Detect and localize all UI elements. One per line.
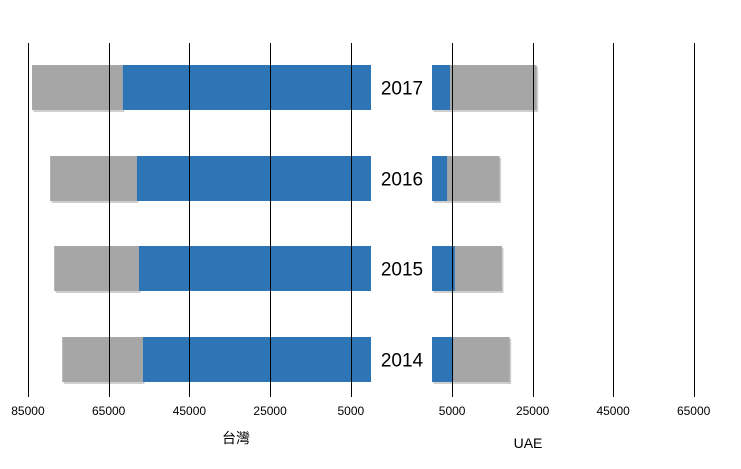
bar-taiwan-inner-2014 [142,337,371,382]
bar-taiwan-inner-2017 [122,65,371,110]
left-axis-title: 台灣 [222,430,250,446]
bar-uae-inner-2014 [432,337,454,382]
category-label-2015: 2015 [381,260,423,281]
gridlines [28,43,695,397]
bar-uae-inner-2017 [432,65,451,110]
bar-uae-outer-2015 [454,246,503,291]
bar-taiwan-outer-2016 [50,156,137,201]
category-label-2017: 2017 [381,79,423,100]
tick-label-uae-45000: 45000 [596,404,630,418]
bar-uae-inner-2016 [432,156,448,201]
tick-label-taiwan-65000: 65000 [92,404,126,418]
bar-taiwan-outer-2017 [31,65,123,110]
tick-label-taiwan-85000: 85000 [11,404,45,418]
bar-taiwan-outer-2014 [62,337,143,382]
category-label-2014: 2014 [381,351,424,372]
tick-label-taiwan-45000: 45000 [173,404,207,418]
tick-label-uae-65000: 65000 [677,404,711,418]
bar-taiwan-outer-2015 [54,246,139,291]
tick-label-uae-5000: 5000 [439,404,466,418]
tick-labels: 85000 65000 45000 25000 5000 5000 25000 45000 65… [11,404,710,418]
category-labels: 2017 2016 2015 2014 [381,79,424,372]
bar-uae-outer-2016 [447,156,500,201]
right-axis-title: UAE [514,435,543,451]
category-label-2016: 2016 [381,170,423,191]
bars [31,65,539,384]
bar-uae-inner-2015 [432,246,455,291]
tick-label-taiwan-25000: 25000 [253,404,287,418]
bar-uae-outer-2014 [453,337,510,382]
bar-taiwan-inner-2015 [138,246,371,291]
bar-taiwan-inner-2016 [136,156,371,201]
bar-uae-outer-2017 [450,65,537,110]
tick-label-taiwan-5000: 5000 [337,404,364,418]
tick-label-uae-25000: 25000 [516,404,550,418]
